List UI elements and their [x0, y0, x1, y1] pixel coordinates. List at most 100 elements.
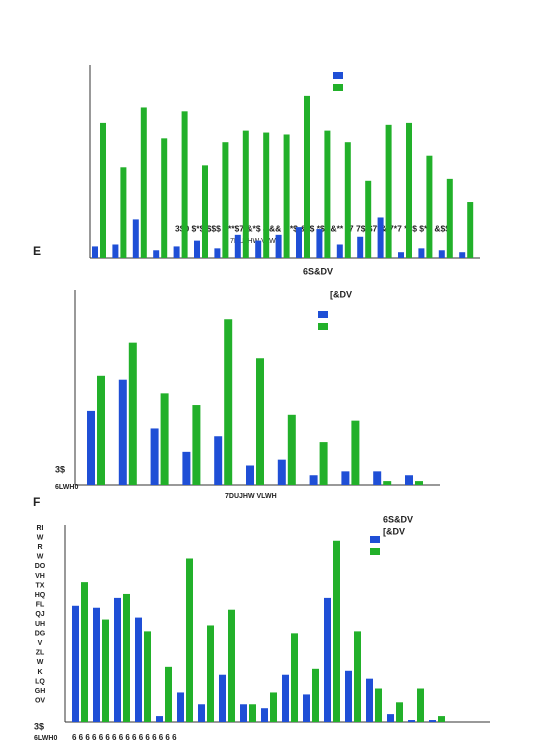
- bar: [255, 240, 262, 258]
- bar: [198, 704, 205, 722]
- bar: [385, 124, 392, 258]
- bar: [242, 130, 249, 258]
- bar: [333, 540, 340, 722]
- bar: [282, 674, 289, 722]
- legend-swatch: [333, 72, 343, 79]
- bar: [181, 111, 188, 258]
- bar: [153, 250, 160, 258]
- bar: [135, 617, 142, 722]
- bar: [277, 459, 286, 485]
- bar: [256, 358, 264, 485]
- bar: [102, 619, 109, 722]
- bar: [186, 558, 193, 722]
- bar: [214, 248, 221, 258]
- y-label-letter: W: [37, 534, 44, 541]
- bar: [173, 246, 180, 258]
- bar: [344, 142, 351, 258]
- bar: [375, 688, 382, 722]
- bar: [291, 633, 298, 722]
- bar: [228, 609, 235, 722]
- bar: [345, 670, 352, 722]
- y-label-letter: R: [37, 544, 42, 551]
- annotation: 7DUJHW VLWH: [225, 493, 277, 500]
- bar: [387, 714, 394, 722]
- bar: [92, 246, 98, 258]
- bar: [296, 227, 302, 258]
- bar: [408, 720, 415, 722]
- bar: [383, 481, 392, 485]
- bar: [275, 234, 282, 258]
- annotation: 6 6 6 6 6 6 6 6 6 6 6 6 6 6 6 6: [72, 733, 177, 742]
- bar: [132, 219, 139, 258]
- y-label-letter: GH: [35, 688, 46, 695]
- bar: [426, 155, 433, 258]
- annotation: 3$: [55, 464, 65, 474]
- bar: [144, 631, 151, 722]
- annotation: 3$0 $*$ $$$ $**$7 &*$ &&& &*$ &*$ *$ *&*…: [175, 223, 450, 233]
- bar: [324, 597, 331, 722]
- bar: [336, 244, 343, 258]
- chart-subtitle: [&DV: [330, 289, 352, 299]
- y-label-letter: ZL: [36, 650, 45, 657]
- y-label-letter: UH: [35, 621, 45, 628]
- legend-swatch: [318, 323, 328, 330]
- bar: [219, 674, 226, 722]
- bar: [373, 471, 382, 485]
- bar: [429, 720, 436, 722]
- bar: [140, 107, 147, 259]
- bar: [222, 142, 229, 258]
- bar: [161, 138, 168, 258]
- bar: [270, 692, 277, 722]
- annotation: 6LWH0: [55, 484, 78, 491]
- bar: [303, 694, 310, 722]
- bar: [263, 132, 270, 258]
- y-label-letter: TX: [36, 582, 45, 589]
- bar: [287, 414, 296, 485]
- bar: [324, 130, 331, 258]
- bar: [438, 716, 445, 722]
- legend-swatch: [333, 84, 343, 91]
- bar: [207, 625, 214, 722]
- bar: [405, 475, 413, 485]
- bar: [304, 95, 310, 258]
- y-label-letter: K: [37, 669, 42, 676]
- bar: [160, 393, 169, 485]
- bar: [396, 702, 403, 722]
- bar: [194, 240, 200, 258]
- bar: [446, 178, 453, 258]
- bar: [418, 248, 425, 258]
- chart-title: 6S&DV: [383, 514, 413, 524]
- bar: [182, 451, 191, 485]
- bar: [128, 342, 137, 485]
- bar: [341, 471, 350, 485]
- bar: [417, 688, 424, 722]
- bar: [415, 481, 423, 485]
- bar: [192, 405, 201, 485]
- y-label-letter: RI: [37, 525, 44, 532]
- bar: [357, 236, 364, 258]
- bar: [354, 631, 361, 722]
- bar: [234, 234, 241, 258]
- bar: [150, 428, 159, 485]
- bar: [112, 244, 119, 258]
- bar: [438, 250, 445, 258]
- bar: [249, 704, 256, 722]
- y-label-letter: LQ: [35, 678, 45, 685]
- bar: [114, 597, 121, 722]
- bar: [351, 420, 360, 485]
- bar: [406, 122, 412, 259]
- panel-label: F: [33, 495, 40, 509]
- bar: [156, 716, 163, 722]
- bar: [81, 582, 88, 722]
- y-label-letter: QJ: [35, 611, 44, 618]
- bar: [377, 217, 384, 258]
- bar: [366, 678, 373, 722]
- bar: [165, 666, 172, 722]
- bar: [100, 122, 106, 259]
- bar: [123, 593, 130, 722]
- bar: [87, 410, 95, 485]
- bar: [224, 319, 233, 485]
- bar: [93, 607, 100, 722]
- bar: [309, 475, 318, 485]
